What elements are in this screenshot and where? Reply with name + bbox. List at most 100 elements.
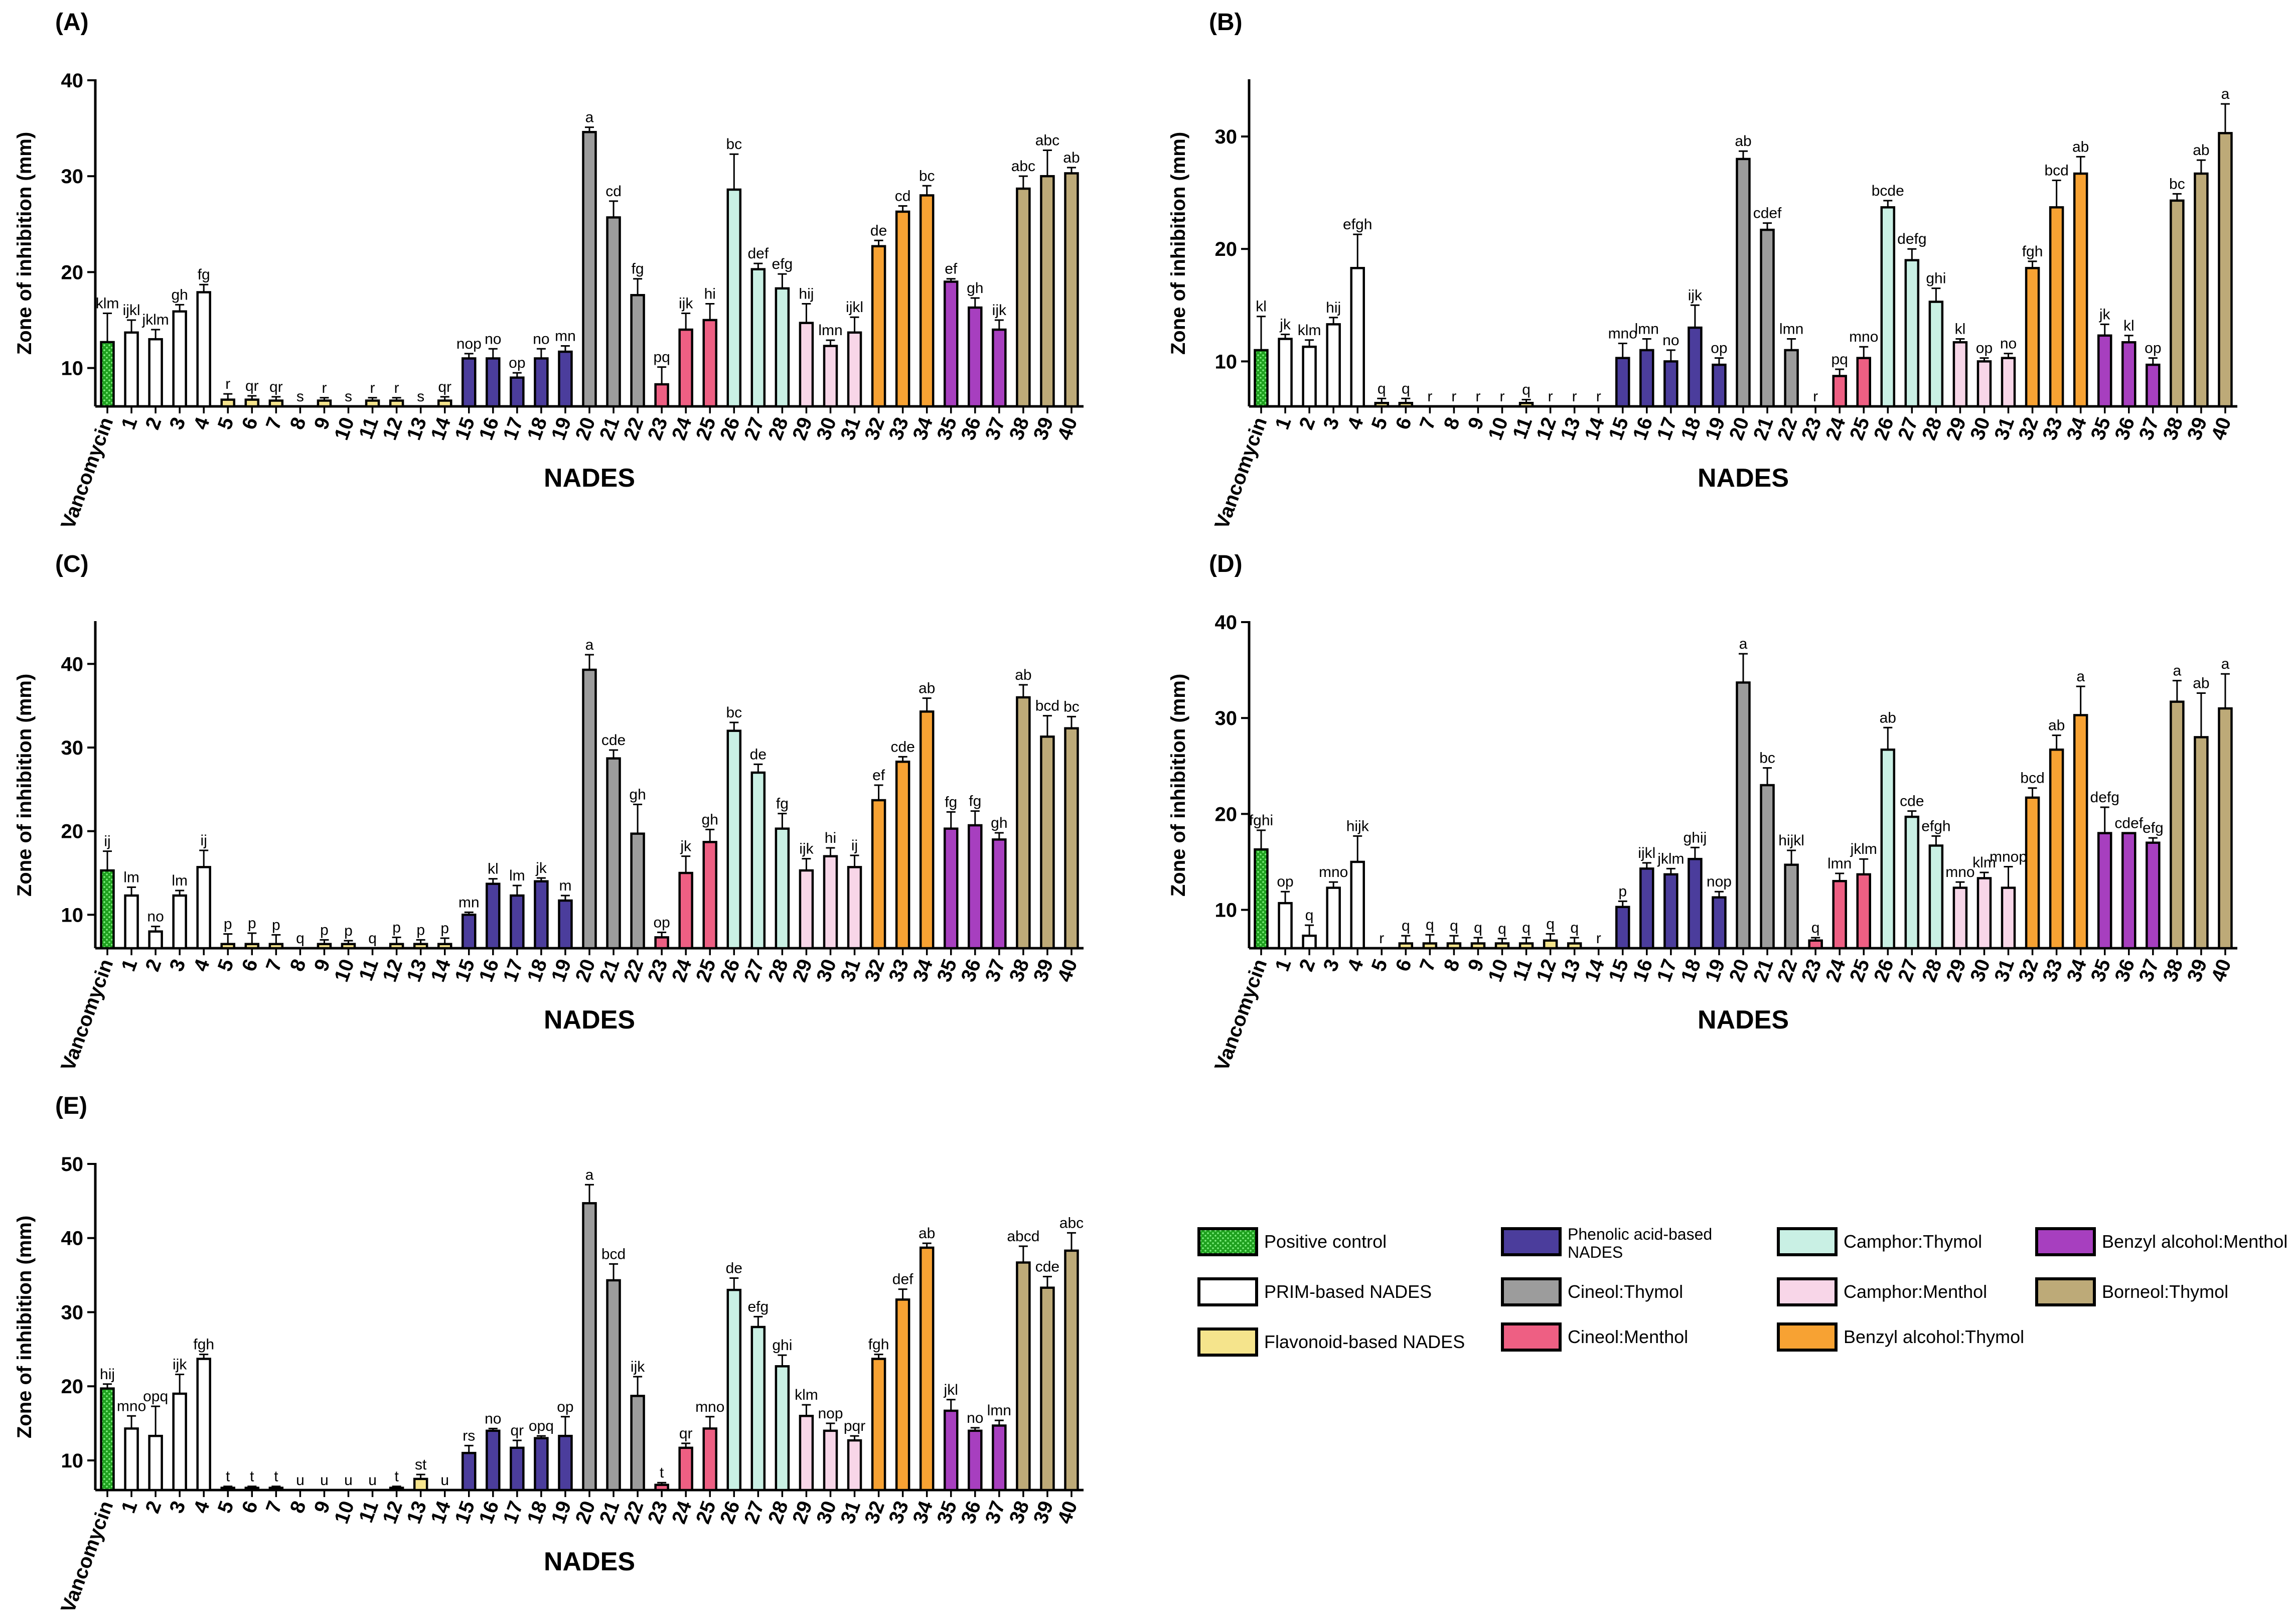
bar [847,866,862,950]
x-axis-label: NADES [1698,464,1789,493]
significance-label: lmn [1827,855,1852,872]
significance-label: ij [201,832,207,849]
legend-label: Camphor:Menthol [1844,1281,1987,1302]
bar [847,1439,862,1492]
x-tick-label: 21 [1749,414,1778,443]
x-tick-label: 14 [1581,414,1609,443]
y-tick-label: 40 [61,1228,84,1250]
bar [1350,860,1365,950]
significance-label: q [1450,918,1458,934]
significance-label: t [250,1468,254,1485]
x-tick-label: 13 [403,956,431,985]
y-tick-label: 30 [1215,707,1238,729]
x-tick-label: 27 [740,414,769,443]
significance-label: opq [529,1418,554,1434]
x-tick-label: 14 [427,956,455,985]
x-tick-label: 8 [286,1498,311,1516]
significance-label: pq [653,349,670,366]
x-tick-label: 25 [1846,414,1874,443]
bar [1615,906,1630,950]
significance-label: r [1548,388,1553,405]
x-tick-label: 33 [885,414,913,443]
x-tick-label: 36 [957,956,986,985]
bar [992,1424,1007,1492]
legend-label: Phenolic acid-based [1568,1225,1712,1243]
significance-label: q [1305,907,1314,924]
x-tick-label: 35 [933,956,962,985]
significance-label: rs [463,1427,475,1444]
significance-label: ab [1880,709,1896,726]
x-tick-label: 25 [1846,956,1874,985]
significance-label: mno [117,1398,146,1414]
legend-label: Benzyl alcohol:Thymol [1844,1326,2024,1347]
x-tick-label: 28 [1918,414,1946,443]
y-axis-label: Zone of inhibition (mm) [1167,132,1189,355]
significance-label: p [248,915,256,932]
bar [1518,402,1534,408]
bar [775,827,790,950]
significance-label: bcd [2020,770,2044,787]
x-tick-label: 2 [141,414,166,432]
bar [1952,887,1968,950]
x-tick-label: 20 [571,414,600,443]
bar [486,882,501,950]
significance-label: r [1596,930,1601,947]
significance-label: def [892,1271,913,1288]
significance-label: mn [555,328,576,345]
significance-label: a [2221,86,2230,102]
legend-swatch [1197,1277,1258,1306]
significance-label: bc [1759,750,1775,767]
bar [1760,228,1775,408]
y-tick-label: 40 [61,653,84,675]
bar [606,216,621,408]
significance-label: q [1522,920,1531,936]
x-tick-label: 1 [117,1498,142,1516]
significance-label: nop [1707,873,1732,890]
bar [750,771,766,950]
significance-label: gh [171,286,188,303]
significance-label: fg [945,794,957,810]
x-tick-label: 24 [1821,414,1850,443]
bar [534,880,549,950]
bar [462,1451,477,1492]
bar [437,399,452,408]
x-tick-label: 27 [1894,956,1922,985]
significance-label: s [296,388,304,405]
x-tick-label: 4 [190,414,214,432]
x-tick-label: 24 [668,414,696,443]
x-tick-label: 2 [1295,414,1320,432]
x-tick-label: 15 [1605,414,1633,443]
y-tick-label: 40 [1215,612,1238,634]
x-tick-label: 19 [547,956,576,985]
x-tick-label: 23 [644,956,672,985]
bar [1446,942,1462,950]
bar [317,943,332,950]
bar [1688,326,1703,408]
x-tick-label: 24 [1821,956,1850,985]
x-tick-label: 13 [1557,414,1585,443]
bar [582,130,597,408]
panel-label: (C) [55,551,89,577]
bar [2121,341,2137,408]
bar [1470,942,1486,950]
significance-label: ab [1015,667,1031,683]
significance-label: qr [511,1422,524,1439]
bar [196,866,211,950]
legend-swatch [1197,1327,1258,1357]
x-tick-label: 7 [262,956,286,974]
bar [1254,848,1269,950]
significance-label: bc [2169,176,2185,192]
bar [2025,267,2040,408]
significance-label: u [368,1472,377,1489]
x-tick-label: 31 [836,956,865,985]
bar [606,1279,621,1492]
bar [1016,187,1031,408]
y-tick-label: 40 [61,70,84,92]
significance-label: hijk [1346,818,1369,834]
x-tick-label: 14 [1581,956,1609,985]
legend-label: Cineol:Menthol [1568,1326,1688,1347]
significance-label: bcd [601,1246,626,1262]
significance-label: hij [799,285,814,302]
bar [2170,700,2185,950]
